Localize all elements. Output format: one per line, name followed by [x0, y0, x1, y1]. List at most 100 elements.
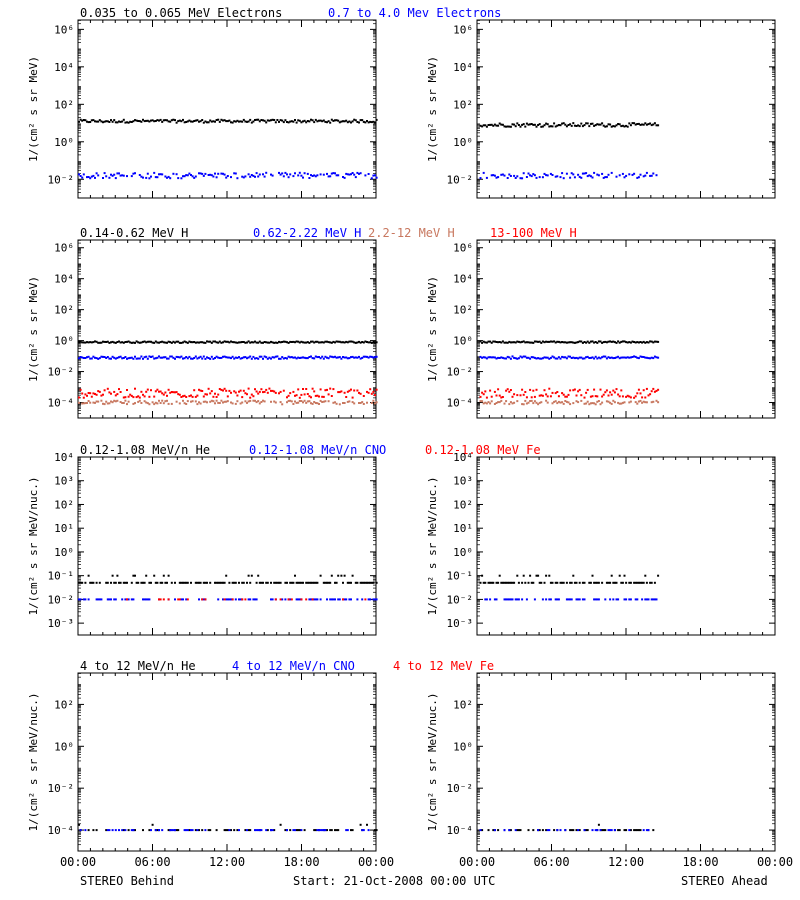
- data-point: [95, 340, 98, 343]
- data-point: [588, 581, 591, 584]
- data-point: [642, 356, 645, 358]
- data-point: [132, 357, 135, 360]
- data-point: [359, 823, 362, 826]
- legend-entry: 2.2-12 MeV H: [368, 226, 455, 240]
- data-point: [634, 401, 637, 404]
- data-point: [225, 829, 228, 832]
- data-point: [353, 341, 356, 344]
- data-point: [212, 400, 215, 403]
- data-point: [162, 393, 165, 396]
- data-point: [653, 122, 656, 125]
- data-point: [516, 357, 519, 360]
- data-point: [521, 403, 524, 406]
- data-point: [561, 341, 564, 343]
- data-point: [524, 391, 527, 393]
- data-point: [605, 341, 608, 344]
- data-point: [375, 176, 378, 179]
- data-point: [265, 388, 268, 391]
- data-point: [369, 355, 372, 358]
- data-point: [164, 175, 167, 178]
- data-point: [134, 341, 136, 344]
- data-point: [607, 394, 610, 397]
- data-point: [609, 401, 612, 404]
- data-point: [649, 357, 652, 360]
- data-point: [490, 174, 493, 177]
- data-point: [508, 173, 511, 176]
- data-point: [497, 829, 500, 832]
- data-point: [225, 598, 228, 601]
- data-point: [489, 340, 492, 343]
- data-point: [567, 124, 570, 126]
- data-point: [479, 124, 482, 127]
- data-point: [490, 356, 493, 359]
- data-point: [649, 340, 652, 343]
- data-point: [543, 356, 546, 359]
- data-point: [294, 829, 296, 832]
- data-point: [589, 175, 592, 178]
- data-point: [270, 829, 272, 832]
- data-point: [175, 829, 178, 832]
- data-point: [284, 581, 287, 584]
- data-point: [324, 829, 327, 832]
- data-point: [185, 356, 188, 358]
- data-point: [498, 574, 501, 577]
- data-point: [300, 340, 303, 343]
- data-point: [306, 400, 309, 403]
- data-point: [596, 173, 599, 176]
- data-point: [367, 356, 370, 359]
- data-point: [111, 401, 114, 404]
- data-point: [610, 574, 613, 577]
- data-point: [182, 395, 184, 398]
- series-0-62-2-22-mev-h: [479, 355, 660, 360]
- data-point: [589, 340, 592, 343]
- data-point: [241, 357, 244, 360]
- data-point: [561, 392, 564, 395]
- data-point: [653, 390, 656, 393]
- data-point: [597, 340, 600, 343]
- data-point: [618, 174, 621, 177]
- data-point: [242, 118, 245, 121]
- data-point: [639, 123, 642, 126]
- data-point: [217, 598, 220, 601]
- data-point: [521, 598, 524, 601]
- data-point: [230, 121, 232, 124]
- data-point: [114, 829, 117, 832]
- data-point: [612, 340, 615, 343]
- data-point: [589, 395, 592, 398]
- data-point: [220, 399, 223, 402]
- data-point: [565, 395, 568, 398]
- data-point: [361, 598, 364, 601]
- data-point: [218, 120, 221, 123]
- data-point: [530, 399, 533, 402]
- data-point: [303, 356, 306, 359]
- data-point: [372, 174, 375, 177]
- data-point: [161, 392, 164, 395]
- data-point: [193, 389, 196, 392]
- data-point: [183, 581, 186, 584]
- data-point: [246, 581, 248, 584]
- data-point: [201, 341, 204, 344]
- data-point: [119, 120, 122, 123]
- data-point: [260, 581, 263, 584]
- data-point: [143, 120, 146, 123]
- data-point: [335, 402, 338, 405]
- data-point: [580, 176, 583, 179]
- data-point: [190, 394, 192, 397]
- data-point: [553, 356, 556, 359]
- data-point: [113, 598, 116, 601]
- data-point: [222, 401, 224, 404]
- data-point: [522, 172, 525, 175]
- data-point: [185, 829, 188, 832]
- data-point: [113, 173, 116, 176]
- data-point: [484, 390, 487, 393]
- data-point: [617, 340, 620, 343]
- data-point: [645, 341, 648, 344]
- data-point: [281, 119, 284, 122]
- data-point: [111, 174, 114, 177]
- data-point: [265, 341, 268, 344]
- data-point: [541, 357, 544, 360]
- data-point: [78, 823, 80, 826]
- data-point: [92, 174, 95, 177]
- y-tick-label: 10⁴: [54, 451, 74, 464]
- series-0-12-1-08-mev-n-he: [479, 574, 660, 584]
